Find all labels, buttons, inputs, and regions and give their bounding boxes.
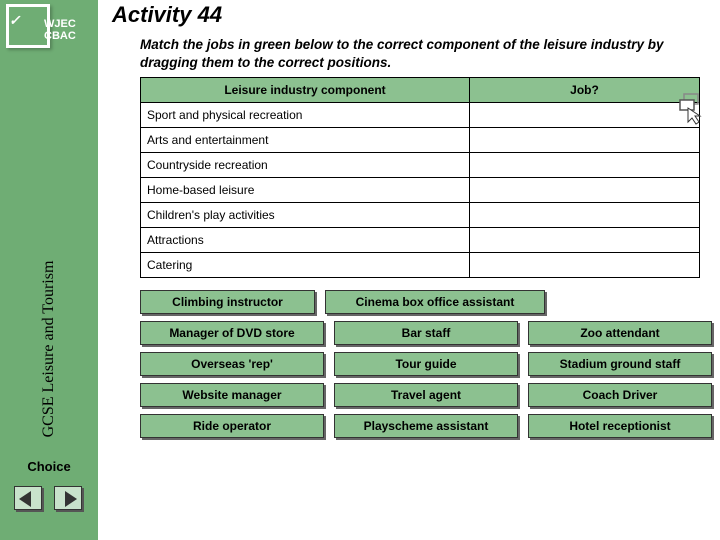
table-row: Arts and entertainment <box>141 128 700 153</box>
component-cell: Catering <box>141 253 470 278</box>
job-draggable[interactable]: Bar staff <box>334 321 518 345</box>
table-row: Children's play activities <box>141 203 700 228</box>
job-draggable[interactable]: Manager of DVD store <box>140 321 324 345</box>
component-cell: Home-based leisure <box>141 178 470 203</box>
choice-button[interactable]: Choice <box>27 459 70 474</box>
component-cell: Children's play activities <box>141 203 470 228</box>
job-draggable[interactable]: Zoo attendant <box>528 321 712 345</box>
job-drop-cell[interactable] <box>470 178 700 203</box>
job-drop-cell[interactable] <box>470 128 700 153</box>
table-row: Home-based leisure <box>141 178 700 203</box>
job-draggable[interactable]: Ride operator <box>140 414 324 438</box>
logo: ✓ WJEC CBAC <box>6 4 92 64</box>
sidebar: ✓ WJEC CBAC GCSE Leisure and Tourism Cho… <box>0 0 98 540</box>
job-draggable[interactable]: Tour guide <box>334 352 518 376</box>
jobs-pool: Climbing instructor Cinema box office as… <box>140 290 712 438</box>
next-arrow-button[interactable] <box>54 486 82 510</box>
logo-text-2: CBAC <box>44 30 76 42</box>
jobs-row: Website manager Travel agent Coach Drive… <box>140 383 712 407</box>
component-cell: Attractions <box>141 228 470 253</box>
logo-text: WJEC CBAC <box>44 18 76 42</box>
job-draggable[interactable]: Coach Driver <box>528 383 712 407</box>
jobs-row: Climbing instructor Cinema box office as… <box>140 290 712 314</box>
component-cell: Countryside recreation <box>141 153 470 178</box>
component-table: Leisure industry component Job? Sport an… <box>140 77 700 278</box>
slide: ✓ WJEC CBAC GCSE Leisure and Tourism Cho… <box>0 0 720 540</box>
component-cell: Sport and physical recreation <box>141 103 470 128</box>
job-draggable[interactable]: Playscheme assistant <box>334 414 518 438</box>
table-row: Countryside recreation <box>141 153 700 178</box>
logo-text-1: WJEC <box>44 18 76 30</box>
jobs-row: Manager of DVD store Bar staff Zoo atten… <box>140 321 712 345</box>
prev-arrow-button[interactable] <box>14 486 42 510</box>
main-content: Activity 44 Match the jobs in green belo… <box>98 0 720 540</box>
table-row: Sport and physical recreation <box>141 103 700 128</box>
job-drop-cell[interactable] <box>470 103 700 128</box>
component-cell: Arts and entertainment <box>141 128 470 153</box>
job-draggable[interactable]: Travel agent <box>334 383 518 407</box>
job-drop-cell[interactable] <box>470 153 700 178</box>
jobs-row: Ride operator Playscheme assistant Hotel… <box>140 414 712 438</box>
job-drop-cell[interactable] <box>470 203 700 228</box>
job-draggable[interactable]: Website manager <box>140 383 324 407</box>
job-drop-cell[interactable] <box>470 228 700 253</box>
table-row: Catering <box>141 253 700 278</box>
job-drop-cell[interactable] <box>470 253 700 278</box>
job-draggable[interactable]: Hotel receptionist <box>528 414 712 438</box>
job-draggable[interactable]: Climbing instructor <box>140 290 315 314</box>
jobs-row: Overseas 'rep' Tour guide Stadium ground… <box>140 352 712 376</box>
table-row: Attractions <box>141 228 700 253</box>
job-draggable[interactable]: Cinema box office assistant <box>325 290 545 314</box>
table-header-component: Leisure industry component <box>141 78 470 103</box>
activity-title: Activity 44 <box>112 2 712 28</box>
table-header-job: Job? <box>470 78 700 103</box>
course-label: GCSE Leisure and Tourism <box>40 261 58 438</box>
instructions: Match the jobs in green below to the cor… <box>140 36 708 71</box>
drag-cursor-icon <box>670 88 710 128</box>
job-draggable[interactable]: Overseas 'rep' <box>140 352 324 376</box>
job-draggable[interactable]: Stadium ground staff <box>528 352 712 376</box>
